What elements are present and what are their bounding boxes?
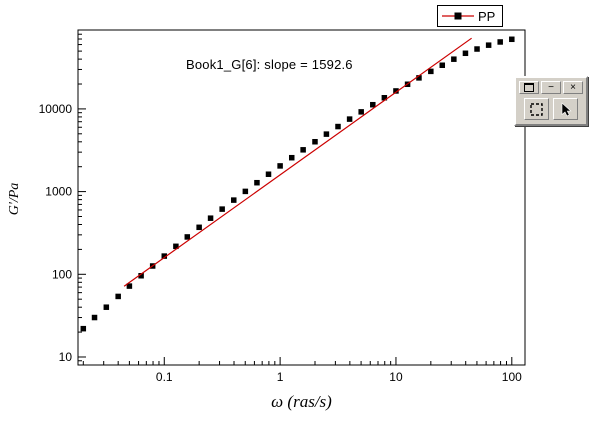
y-tick-label: 10000 — [39, 102, 73, 116]
data-point[interactable] — [265, 171, 272, 177]
x-tick-label: 1 — [277, 370, 284, 384]
data-point[interactable] — [242, 188, 249, 195]
data-point[interactable] — [184, 234, 191, 240]
x-tick-label: 0.1 — [156, 370, 173, 384]
cursor-arrow-icon — [561, 101, 572, 116]
data-point[interactable] — [381, 95, 388, 101]
data-point[interactable] — [451, 56, 457, 62]
legend-line-symbol — [442, 12, 474, 20]
data-point[interactable] — [358, 109, 364, 115]
y-tick-label: 1000 — [45, 185, 72, 199]
data-point[interactable] — [485, 42, 492, 48]
data-point[interactable] — [196, 224, 202, 231]
y-tick-label: 10 — [59, 350, 73, 364]
data-point[interactable] — [370, 101, 376, 108]
data-point[interactable] — [509, 36, 515, 43]
window-pin-icon — [524, 83, 534, 92]
pin-button[interactable] — [519, 81, 539, 94]
data-point[interactable] — [335, 123, 341, 130]
data-point[interactable] — [393, 88, 399, 94]
data-point[interactable] — [439, 62, 446, 68]
data-point[interactable] — [173, 243, 179, 250]
data-point[interactable] — [312, 138, 318, 145]
data-point[interactable] — [219, 206, 225, 212]
tools-palette: − × — [514, 76, 588, 126]
pointer-tool-button[interactable] — [553, 98, 578, 120]
data-point[interactable] — [138, 273, 144, 279]
data-point[interactable] — [346, 116, 353, 122]
data-point[interactable] — [497, 39, 503, 45]
palette-titlebar: − × — [519, 81, 583, 94]
x-tick-label: 100 — [502, 370, 522, 384]
data-point[interactable] — [103, 304, 110, 310]
data-point[interactable] — [115, 293, 121, 300]
y-axis-label: G'/Pa — [7, 182, 22, 216]
data-point[interactable] — [207, 215, 214, 221]
close-button[interactable]: × — [563, 81, 583, 94]
fit-line[interactable] — [123, 37, 472, 287]
data-point[interactable] — [428, 68, 434, 75]
data-point[interactable] — [254, 179, 260, 186]
data-point[interactable] — [474, 46, 480, 52]
palette-tools — [519, 98, 583, 120]
data-point[interactable] — [126, 283, 133, 289]
y-tick-label: 100 — [52, 267, 72, 281]
marquee-zoom-icon — [530, 102, 543, 116]
data-point[interactable] — [288, 154, 295, 161]
data-point[interactable] — [323, 131, 330, 137]
data-point[interactable] — [231, 197, 237, 203]
data-point[interactable] — [91, 314, 98, 321]
legend-label: PP — [478, 8, 496, 24]
fit-annotation[interactable]: Book1_G[6]: slope = 1592.6 — [186, 57, 353, 72]
minimize-button[interactable]: − — [541, 81, 561, 94]
data-point[interactable] — [300, 147, 306, 153]
data-point[interactable] — [161, 253, 168, 259]
x-axis-label: ω (ras/s) — [271, 392, 332, 411]
data-point[interactable] — [277, 163, 283, 169]
data-point[interactable] — [80, 325, 87, 332]
plot-frame — [77, 29, 526, 366]
legend[interactable]: PP — [437, 5, 504, 27]
x-tick-label: 10 — [389, 370, 403, 384]
data-point[interactable] — [462, 50, 469, 57]
zoom-select-tool-button[interactable] — [524, 98, 549, 120]
data-point[interactable] — [416, 75, 422, 81]
